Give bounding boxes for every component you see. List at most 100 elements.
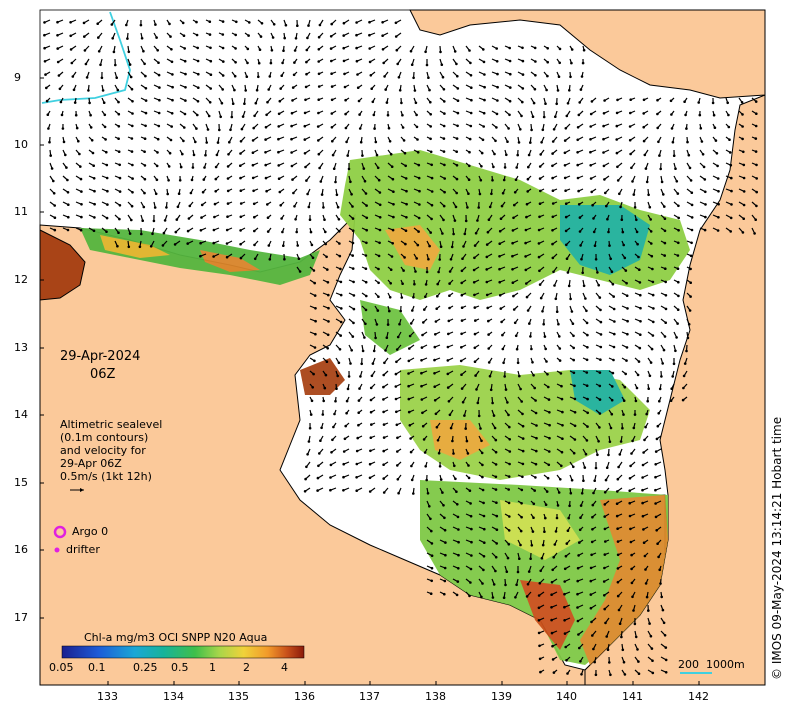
velocity-arrow-head xyxy=(519,529,523,533)
velocity-arrow-head xyxy=(330,59,333,63)
velocity-arrow-head xyxy=(316,476,320,480)
velocity-arrow-head xyxy=(577,113,581,117)
velocity-arrow-head xyxy=(359,140,363,144)
velocity-arrow-head xyxy=(103,125,107,129)
velocity-arrow-head xyxy=(456,580,460,583)
velocity-arrow-head xyxy=(664,658,668,662)
velocity-arrow-head xyxy=(480,165,483,168)
velocity-arrow-head xyxy=(265,189,268,193)
velocity-arrow-head xyxy=(491,179,494,182)
velocity-arrow-head xyxy=(280,74,284,77)
velocity-arrow-head xyxy=(602,124,605,128)
velocity-arrow-head xyxy=(545,88,548,92)
velocity-arrow-head xyxy=(567,516,570,520)
velocity-arrow-head xyxy=(551,256,555,260)
velocity-arrow-head xyxy=(589,593,593,596)
velocity-arrow-head xyxy=(252,189,255,193)
velocity-arrow-head xyxy=(754,150,758,153)
velocity-arrow-head xyxy=(454,477,457,481)
velocity-arrow-head xyxy=(331,139,334,143)
velocity-arrow-head xyxy=(313,346,317,349)
velocity-arrow-head xyxy=(677,294,680,298)
velocity-arrow-head xyxy=(563,592,566,596)
velocity-arrow-head xyxy=(427,257,430,261)
velocity-arrow-head xyxy=(537,631,541,635)
velocity-arrow-head xyxy=(452,232,455,236)
velocity-arrow-head xyxy=(389,152,393,156)
velocity-arrow-head xyxy=(474,374,477,377)
velocity-arrow-head xyxy=(516,570,520,574)
velocity-arrow-head xyxy=(161,244,165,247)
velocity-arrow-head xyxy=(551,140,555,143)
velocity-arrow-head xyxy=(442,137,446,140)
velocity-arrow-head xyxy=(543,335,547,338)
velocity-arrow-head xyxy=(294,218,297,221)
lon-tick: 137 xyxy=(359,690,380,703)
velocity-arrow-head xyxy=(395,410,398,414)
velocity-arrow-head xyxy=(253,257,257,261)
velocity-arrow-head xyxy=(267,244,271,247)
velocity-arrow-head xyxy=(199,254,202,258)
velocity-arrow-head xyxy=(306,36,309,40)
velocity-arrow-head xyxy=(260,22,264,25)
velocity-arrow-head xyxy=(218,128,221,132)
velocity-arrow-head xyxy=(590,620,593,624)
velocity-arrow-head xyxy=(317,98,321,101)
velocity-arrow-head xyxy=(277,164,281,167)
velocity-arrow-head xyxy=(539,569,542,573)
velocity-arrow-head xyxy=(304,165,307,169)
velocity-arrow-head xyxy=(537,594,541,597)
velocity-arrow-head xyxy=(392,215,395,219)
velocity-arrow-head xyxy=(454,205,458,209)
velocity-arrow-head xyxy=(519,387,522,391)
velocity-arrow-head xyxy=(630,553,633,557)
velocity-arrow-head xyxy=(79,228,83,232)
velocity-arrow-head xyxy=(329,35,333,38)
velocity-arrow-head xyxy=(591,528,594,531)
velocity-arrow-head xyxy=(339,334,343,337)
velocity-arrow-head xyxy=(433,358,436,362)
velocity-arrow-head xyxy=(539,189,542,193)
velocity-arrow-head xyxy=(460,293,464,297)
velocity-arrow-head xyxy=(322,206,325,209)
velocity-arrow-head xyxy=(622,660,626,664)
velocity-arrow-head xyxy=(396,450,399,453)
velocity-arrow-head xyxy=(615,138,618,141)
velocity-arrow-head xyxy=(196,100,200,103)
velocity-arrow-head xyxy=(552,128,556,131)
velocity-arrow-head xyxy=(573,397,577,401)
velocity-arrow-head xyxy=(389,268,393,272)
velocity-arrow-head xyxy=(534,399,537,402)
velocity-arrow-head xyxy=(636,373,640,377)
velocity-arrow-head xyxy=(635,386,639,390)
velocity-arrow-head xyxy=(563,605,566,609)
velocity-arrow-head xyxy=(689,179,693,182)
velocity-arrow-head xyxy=(658,387,662,391)
velocity-arrow-head xyxy=(610,398,614,402)
velocity-arrow-head xyxy=(546,476,550,480)
velocity-arrow-head xyxy=(335,193,339,197)
velocity-arrow-head xyxy=(177,192,181,195)
velocity-arrow-head xyxy=(597,440,600,443)
velocity-arrow-head xyxy=(551,164,554,168)
velocity-arrow-head xyxy=(339,267,342,271)
velocity-arrow-head xyxy=(460,346,463,349)
velocity-arrow-head xyxy=(532,516,535,519)
velocity-arrow-head xyxy=(507,413,510,417)
velocity-arrow-head xyxy=(448,413,452,417)
velocity-arrow-head xyxy=(505,570,509,573)
velocity-arrow-head xyxy=(433,399,437,402)
velocity-arrow-head xyxy=(43,33,46,37)
velocity-arrow-head xyxy=(425,478,429,482)
velocity-arrow-head xyxy=(649,218,652,221)
velocity-arrow-head xyxy=(585,384,589,388)
velocity-arrow-head xyxy=(616,553,620,557)
velocity-arrow-head xyxy=(436,439,440,442)
velocity-arrow-head xyxy=(239,256,243,260)
velocity-arrow-head xyxy=(296,244,300,247)
velocity-arrow-head xyxy=(171,85,174,89)
velocity-arrow-head xyxy=(442,204,446,208)
velocity-arrow-head xyxy=(443,190,446,194)
velocity-arrow-head xyxy=(591,634,594,637)
velocity-arrow-head xyxy=(616,594,620,598)
